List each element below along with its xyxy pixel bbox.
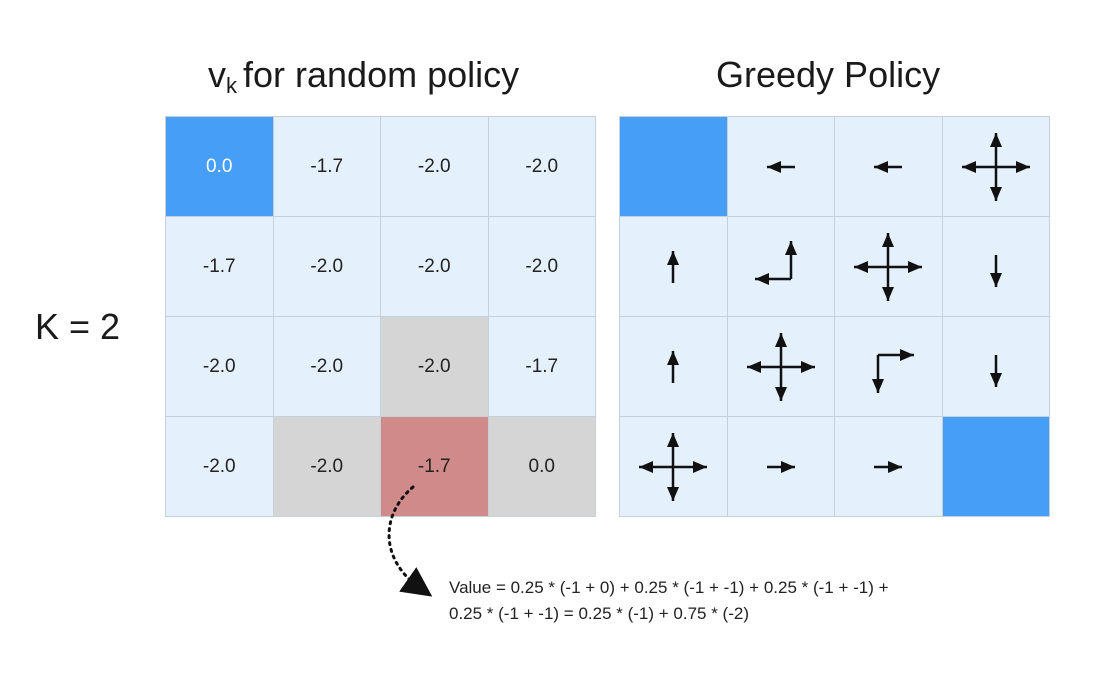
title-v: v [208,54,226,95]
value-cell: -2.0 [273,417,381,517]
policy-cell-up-down-left-right-arrow-icon [835,217,943,317]
value-cell: -2.0 [381,117,489,217]
policy-cell-up-down-left-right-arrow-icon [727,317,835,417]
policy-cell-right-arrow-icon [835,417,943,517]
policy-grid-title: Greedy Policy [716,54,941,95]
value-formula: Value = 0.25 * (-1 + 0) + 0.25 * (-1 + -… [449,575,889,627]
policy-cell-right-arrow-icon [727,417,835,517]
values-grid-title: vk for random policy [208,54,519,99]
value-cell: -1.7 [488,317,596,417]
terminal-cell [620,117,728,217]
policy-cell-up-down-left-right-arrow-icon [942,117,1050,217]
formula-line-1: Value = 0.25 * (-1 + 0) + 0.25 * (-1 + -… [449,578,889,597]
policy-cell-up-left-arrow-icon [727,217,835,317]
value-cell: -1.7 [381,417,489,517]
value-cell: -2.0 [166,417,274,517]
policy-grid [619,116,1050,517]
policy-cell-left-arrow-icon [727,117,835,217]
value-cell: 0.0 [488,417,596,517]
title-subscript-k: k [226,73,237,98]
policy-cell-up-arrow-icon [620,217,728,317]
value-cell: -2.0 [273,217,381,317]
value-grid: 0.0 -1.7 -2.0 -2.0 -1.7 -2.0 -2.0 -2.0 -2.0 -2.0-… [165,116,596,517]
value-cell: -2.0 [381,217,489,317]
value-cell: 0.0 [166,117,274,217]
policy-cell-up-down-left-right-arrow-icon [620,417,728,517]
policy-cell-up-arrow-icon [620,317,728,417]
terminal-cell [942,417,1050,517]
value-cell: -2.0 [273,317,381,417]
value-cell: -2.0 [381,317,489,417]
value-cell: -1.7 [166,217,274,317]
value-cell: -2.0 [166,317,274,417]
formula-line-2: 0.25 * (-1 + -1) = 0.25 * (-1) + 0.75 * … [449,604,749,623]
policy-cell-down-right-arrow-icon [835,317,943,417]
iteration-label: K = 2 [35,306,121,347]
policy-cell-down-arrow-icon [942,317,1050,417]
policy-cell-down-arrow-icon [942,217,1050,317]
policy-cell-left-arrow-icon [835,117,943,217]
value-cell: -1.7 [273,117,381,217]
value-cell: -2.0 [488,217,596,317]
title-rest: for random policy [243,54,520,95]
value-cell: -2.0 [488,117,596,217]
